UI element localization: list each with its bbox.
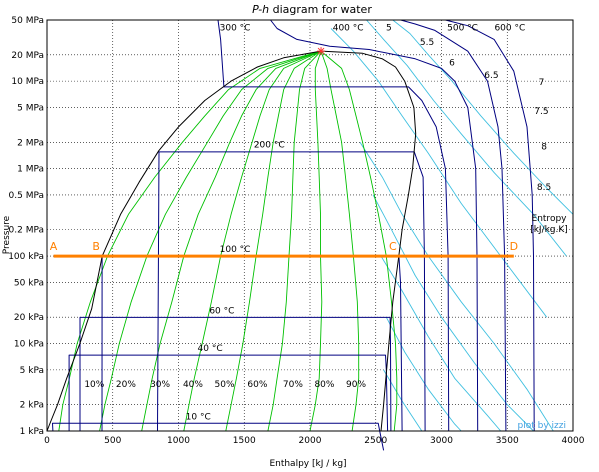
grid-lines	[47, 20, 573, 431]
isentrope-label: 7.5	[534, 107, 548, 117]
isentrope-label: 8.5	[537, 183, 551, 193]
plot-frame	[46, 19, 574, 432]
isentrope-line	[366, 19, 567, 257]
y-tick-label: 50 MPa	[11, 16, 44, 26]
x-tick-label: 1500	[233, 436, 256, 446]
isentrope-line	[372, 194, 534, 432]
isotherm-line	[445, 19, 535, 432]
isentrope-line	[385, 316, 462, 432]
quality-line	[309, 50, 323, 432]
isotherm-label: 10 °C	[186, 413, 211, 423]
y-tick-label: 50 kPa	[14, 278, 44, 288]
isentrope-label: 7	[539, 78, 545, 88]
y-tick-label: 20 kPa	[14, 313, 44, 323]
isentrope-line	[392, 19, 574, 215]
quality-label: 60%	[247, 380, 267, 390]
axis-tick-labels: 0 500 1000 1500 2000 2500 3000 3500 4000 1 kPa 2 k…	[8, 16, 585, 446]
isotherm-line	[157, 151, 426, 432]
isotherm-label: 200 °C	[254, 140, 285, 150]
isentrope-label: 8	[541, 143, 547, 153]
saturated-vapor-line	[320, 50, 417, 432]
x-axis-label: Enthalpy [kJ / kg]	[269, 459, 346, 469]
isotherm-label: 600 °C	[494, 23, 525, 33]
isentrope-label: 6	[449, 59, 455, 69]
process-point-label: B	[92, 240, 100, 253]
isotherm-line	[52, 422, 385, 451]
isotherm-label: 40 °C	[198, 344, 223, 354]
isotherm-line	[217, 19, 450, 432]
y-tick-label: 2 kPa	[20, 401, 44, 411]
watermark: plot by izzi	[518, 421, 566, 431]
x-tick-label: 500	[104, 436, 121, 446]
y-tick-label: 2 MPa	[17, 138, 44, 148]
y-tick-label: 20 MPa	[11, 51, 44, 61]
x-tick-label: 4000	[562, 436, 585, 446]
chart-title-rest: diagram for water	[269, 3, 372, 16]
quality-label: 30%	[150, 380, 170, 390]
x-tick-label: 0	[44, 436, 50, 446]
quality-label: 40%	[183, 380, 203, 390]
isentrope-label: 6.5	[484, 71, 498, 81]
process-point-label: C	[389, 240, 397, 253]
y-axis-label: Pressure	[2, 215, 12, 254]
process-line-group: A B C D	[50, 240, 518, 258]
isentrope-lines	[330, 19, 574, 432]
quality-line	[99, 50, 322, 432]
y-tick-label: 5 MPa	[17, 103, 44, 113]
isotherm-line	[270, 19, 479, 432]
quality-label: 50%	[215, 380, 235, 390]
x-tick-label: 3500	[496, 436, 519, 446]
quality-label: 80%	[314, 380, 334, 390]
chart-title-italic: P-h	[252, 3, 269, 16]
y-tick-label: 1 MPa	[17, 165, 44, 175]
isotherm-label: 300 °C	[220, 23, 251, 33]
isotherm-label: 400 °C	[333, 23, 364, 33]
isotherm-lines	[52, 19, 535, 451]
quality-line	[267, 50, 322, 432]
x-tick-label: 1000	[167, 436, 190, 446]
x-tick-label: 2000	[299, 436, 322, 446]
y-tick-label: 5 kPa	[20, 366, 44, 376]
quality-label: 90%	[346, 380, 366, 390]
entropy-legend-units: [kJ/kg.K]	[530, 225, 568, 235]
entropy-legend-title: Entropy	[532, 214, 568, 224]
quality-label: 10%	[84, 380, 104, 390]
y-tick-label: 10 kPa	[14, 340, 44, 350]
isentrope-label: 5	[386, 23, 392, 33]
isotherm-line	[400, 19, 507, 432]
y-tick-label: 10 MPa	[11, 77, 44, 87]
y-tick-label: 100 kPa	[8, 252, 44, 262]
y-tick-label: 0.2 MPa	[9, 226, 44, 236]
isotherm-label: 500 °C	[447, 23, 478, 33]
chart-title: P-h diagram for water	[252, 3, 372, 16]
isotherm-label: 100 °C	[220, 245, 251, 255]
quality-line	[320, 50, 398, 432]
isentrope-line	[380, 255, 502, 432]
curve-labels: 10 °C 40 °C 60 °C 100 °C 200 °C 300 °C 400 °C 5…	[84, 23, 567, 422]
quality-label: 20%	[116, 380, 136, 390]
quality-line	[183, 50, 322, 432]
quality-line	[141, 50, 322, 432]
critical-point-marker	[317, 47, 326, 56]
process-point-label: A	[50, 240, 58, 253]
isotherm-line	[68, 354, 389, 432]
process-point-label: D	[510, 240, 518, 253]
y-tick-label: 0.5 MPa	[9, 191, 44, 201]
quality-line	[320, 50, 360, 432]
saturated-liquid-line	[46, 50, 322, 432]
quality-label: 70%	[283, 380, 303, 390]
x-tick-label: 2500	[364, 436, 387, 446]
quality-line	[225, 50, 322, 432]
saturation-dome	[46, 47, 417, 432]
y-tick-label: 1 kPa	[20, 427, 44, 437]
isentrope-label: 5.5	[420, 38, 434, 48]
isentrope-line	[359, 142, 554, 432]
isotherm-label: 60 °C	[209, 307, 234, 317]
isotherm-line	[79, 316, 392, 432]
quality-lines	[58, 50, 398, 432]
x-tick-label: 3000	[430, 436, 453, 446]
